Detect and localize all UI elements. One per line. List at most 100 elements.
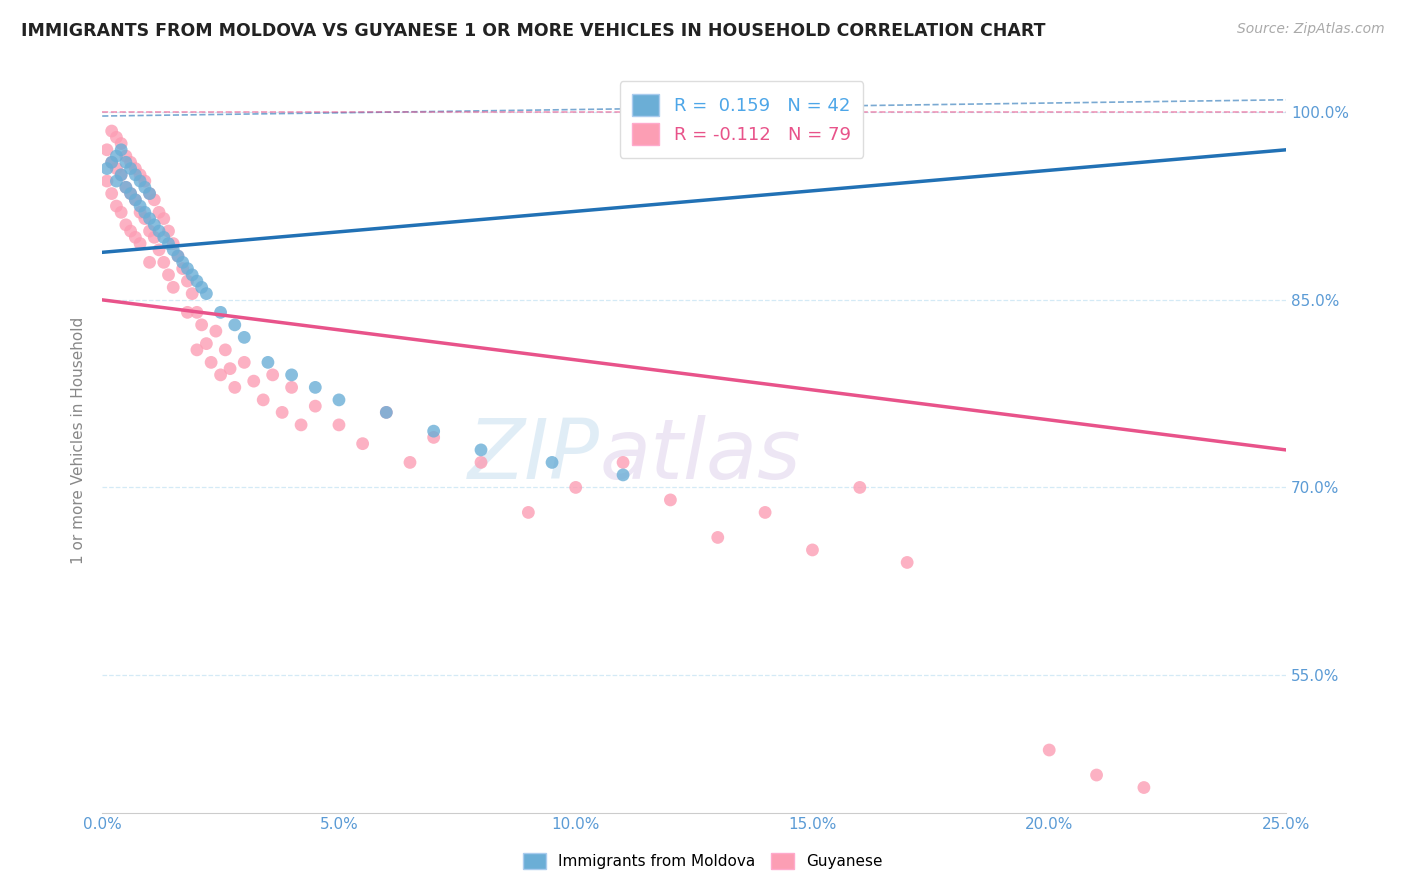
Point — [124, 161, 146, 176]
Point — [224, 380, 246, 394]
Point — [162, 236, 184, 251]
Point — [172, 255, 194, 269]
Point — [152, 230, 174, 244]
Point — [470, 455, 492, 469]
Point — [262, 368, 284, 382]
Point — [172, 261, 194, 276]
Point — [422, 424, 444, 438]
Point — [181, 268, 204, 282]
Point — [200, 355, 222, 369]
Point — [186, 305, 208, 319]
Point — [143, 218, 166, 232]
Point — [328, 417, 350, 432]
Point — [280, 368, 302, 382]
Point — [110, 136, 132, 151]
Point — [105, 161, 128, 176]
Point — [129, 236, 152, 251]
Point — [110, 168, 132, 182]
Point — [209, 368, 232, 382]
Point — [148, 205, 170, 219]
Point — [148, 243, 170, 257]
Point — [124, 193, 146, 207]
Point — [115, 149, 138, 163]
Point — [541, 455, 564, 469]
Point — [801, 543, 824, 558]
Point — [157, 268, 180, 282]
Point — [105, 199, 128, 213]
Point — [120, 161, 142, 176]
Point — [176, 274, 198, 288]
Point — [190, 280, 212, 294]
Legend: R =  0.159   N = 42, R = -0.112   N = 79: R = 0.159 N = 42, R = -0.112 N = 79 — [620, 81, 863, 158]
Text: IMMIGRANTS FROM MOLDOVA VS GUYANESE 1 OR MORE VEHICLES IN HOUSEHOLD CORRELATION : IMMIGRANTS FROM MOLDOVA VS GUYANESE 1 OR… — [21, 22, 1046, 40]
Point — [186, 343, 208, 357]
Point — [242, 374, 264, 388]
Point — [110, 143, 132, 157]
Point — [124, 193, 146, 207]
Point — [100, 124, 122, 138]
Point — [115, 180, 138, 194]
Point — [100, 186, 122, 201]
Point — [205, 324, 228, 338]
Point — [138, 224, 160, 238]
Point — [181, 286, 204, 301]
Point — [134, 180, 156, 194]
Point — [96, 161, 118, 176]
Point — [612, 467, 634, 482]
Point — [167, 249, 190, 263]
Point — [96, 174, 118, 188]
Point — [129, 205, 152, 219]
Point — [849, 480, 872, 494]
Point — [1038, 743, 1060, 757]
Point — [209, 305, 232, 319]
Point — [115, 218, 138, 232]
Point — [612, 455, 634, 469]
Point — [152, 255, 174, 269]
Point — [190, 318, 212, 332]
Point — [134, 211, 156, 226]
Text: ZIP: ZIP — [467, 415, 599, 496]
Legend: Immigrants from Moldova, Guyanese: Immigrants from Moldova, Guyanese — [517, 847, 889, 875]
Point — [120, 224, 142, 238]
Point — [706, 531, 728, 545]
Point — [375, 405, 398, 419]
Point — [422, 430, 444, 444]
Point — [115, 155, 138, 169]
Point — [120, 186, 142, 201]
Point — [124, 230, 146, 244]
Point — [176, 261, 198, 276]
Point — [138, 211, 160, 226]
Point — [129, 199, 152, 213]
Point — [162, 243, 184, 257]
Point — [152, 211, 174, 226]
Point — [517, 505, 540, 519]
Point — [105, 174, 128, 188]
Point — [120, 155, 142, 169]
Point — [157, 236, 180, 251]
Point — [271, 405, 294, 419]
Point — [100, 155, 122, 169]
Point — [659, 492, 682, 507]
Point — [162, 280, 184, 294]
Point — [470, 442, 492, 457]
Point — [224, 318, 246, 332]
Point — [195, 286, 218, 301]
Point — [110, 168, 132, 182]
Point — [96, 143, 118, 157]
Point — [134, 174, 156, 188]
Point — [124, 168, 146, 182]
Point — [115, 180, 138, 194]
Point — [233, 330, 256, 344]
Point — [564, 480, 586, 494]
Point — [176, 305, 198, 319]
Point — [195, 336, 218, 351]
Point — [399, 455, 422, 469]
Point — [100, 155, 122, 169]
Point — [186, 274, 208, 288]
Point — [143, 230, 166, 244]
Point — [280, 380, 302, 394]
Point — [328, 392, 350, 407]
Point — [129, 168, 152, 182]
Point — [214, 343, 236, 357]
Point — [134, 205, 156, 219]
